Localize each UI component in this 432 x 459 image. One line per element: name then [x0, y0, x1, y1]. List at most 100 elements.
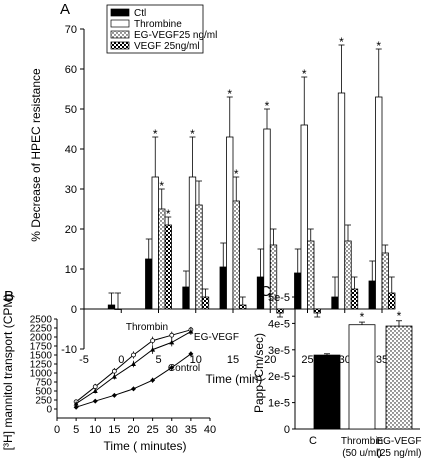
panel-a-x-tick-label: 20 — [264, 354, 276, 366]
panel-c-y-tick-label: 2e-5 — [268, 371, 290, 383]
panel-c-y-tick-label: 3e-5 — [268, 345, 290, 357]
panel-a-significance-star: * — [339, 35, 344, 49]
panel-a-bar — [313, 308, 321, 314]
panel-a-y-tick-label: 40 — [65, 144, 77, 156]
panel-a-bar — [263, 128, 271, 310]
panel-b-x-tick-label: 5 — [73, 424, 79, 436]
panel-a-bar — [381, 252, 389, 310]
panel-b-series-label: EG-VEGF — [194, 332, 239, 343]
panel-a-y-tick-label: 0 — [71, 304, 77, 316]
panel-b-x-tick-label: 35 — [185, 424, 197, 436]
panel-b-point — [131, 361, 136, 366]
panel-b-x-tick-label: 0 — [54, 424, 60, 436]
panel-a-significance-star: * — [190, 127, 195, 141]
panel-a-significance-star: * — [302, 67, 307, 81]
panel-b-point — [92, 384, 98, 390]
panel-c-bar — [348, 324, 376, 430]
panel-a-significance-star: * — [159, 179, 164, 193]
panel-a-bar — [151, 176, 159, 310]
panel-a-bar — [368, 280, 376, 310]
panel-b-x-tick-label: 15 — [108, 424, 120, 436]
panel-a-x-tick-label: -5 — [79, 354, 89, 366]
panel-a-legend-swatch — [110, 41, 130, 50]
panel-a-significance-star: * — [227, 87, 232, 101]
panel-a-y-axis-label: % Decrease of HPEC resistance — [29, 68, 43, 242]
panel-b-x-tick-label: 10 — [89, 424, 101, 436]
panel-a-x-tick-label: 15 — [227, 354, 239, 366]
panel-c-category-sublabel: (25 ng/ml) — [376, 448, 421, 459]
panel-c-y-axis-label: Papp (Cm/sec) — [252, 333, 266, 413]
panel-a-bar — [276, 308, 284, 314]
panel-a-bar — [388, 292, 396, 310]
panel-a-y-tick-label: 20 — [65, 224, 77, 236]
panel-b-y-tick-label: 250 — [35, 396, 52, 407]
panel-a-x-tick-label: 0 — [118, 354, 124, 366]
panel-b-point — [92, 398, 98, 404]
panel-b-series-label: Thrombin — [126, 322, 168, 333]
panel-c-y-tick-label: 4e-5 — [268, 318, 290, 330]
panel-b-point — [188, 351, 194, 357]
panel-b-point — [73, 401, 79, 406]
panel-a-bar — [300, 124, 308, 310]
panel-c-bar — [385, 325, 413, 430]
panel-c-y-tick-label: 5e-5 — [268, 292, 290, 304]
panel-a-bar — [158, 208, 166, 310]
panel-b-y-tick-label: 750 — [35, 378, 52, 389]
panel-a-y-tick-label: -10 — [61, 344, 77, 356]
panel-a-x-tick-label: 30 — [339, 354, 351, 366]
panel-c-y-tick-label: 1e-5 — [268, 398, 290, 410]
panel-b-y-tick-label: 1500 — [30, 351, 53, 362]
panel-a-bar — [188, 176, 197, 310]
panel-b-letter: B — [4, 288, 14, 305]
panel-b-x-axis-label: Time ( minutes) — [104, 439, 187, 453]
panel-a-axes: -10 0 10 20 30 40 50 60 70 -5 0 5 10 15 20 25 30 35 — [61, 24, 388, 366]
panel-b-point — [169, 365, 175, 371]
panel-a-y-tick-label: 30 — [65, 184, 77, 196]
panel-b-point — [92, 388, 98, 393]
panel-a-bar — [182, 286, 190, 310]
panel-a-x-tick-label: 5 — [155, 354, 161, 366]
panel-b-point — [150, 338, 156, 344]
panel-c-category-label: EG-VEGF — [376, 436, 421, 447]
panel-c-bar — [313, 354, 341, 430]
panel-a-bars: ********* * — [107, 35, 396, 318]
panel-b-series-label: Control — [168, 363, 200, 374]
panel-b-x-tick-label: 25 — [147, 424, 159, 436]
panel-b-point — [73, 404, 79, 410]
panel-b-y-tick-label: 2250 — [30, 324, 53, 335]
panel-a-bar — [307, 240, 315, 310]
panel-b-y-tick-label: 0 — [46, 405, 52, 416]
panel-b-y-tick-label: 1750 — [30, 342, 53, 353]
panel-b-x-tick-label: 20 — [127, 424, 139, 436]
panel-a-legend-label: Thrombine — [134, 19, 182, 30]
panel-a-bar — [232, 200, 240, 310]
panel-a-bar — [107, 304, 116, 310]
panel-a-bar — [114, 308, 122, 310]
panel-a-legend-swatch — [110, 8, 130, 17]
panel-a-legend-label: VEGF 25ng/ml — [134, 41, 200, 52]
panel-a-bar — [145, 258, 153, 310]
panel-c-y-tick-label: 0 — [284, 424, 290, 436]
panel-b-y-axis-label: [³H] mannitol transport (CPM) — [1, 294, 15, 451]
panel-b-x-tick-label: 40 — [204, 424, 216, 436]
panel-a-letter: A — [60, 1, 70, 18]
panel-a-bar — [195, 204, 203, 310]
panel-b-point — [188, 329, 194, 334]
panel-a-bar — [219, 266, 227, 310]
panel-b-point — [131, 386, 136, 392]
panel-a-bar — [344, 240, 352, 310]
panel-b-point — [150, 377, 156, 383]
panel-a-y-tick-label: 70 — [65, 24, 77, 36]
panel-a-x-tick-label: 10 — [190, 354, 202, 366]
panel-a-significance-star: * — [376, 39, 381, 53]
panel-a-bar — [239, 304, 247, 310]
panel-a-significance-star: * — [153, 127, 158, 141]
panel-a-bar — [201, 296, 210, 310]
panel-a-bar — [164, 224, 172, 310]
panel-c-significance-star: * — [397, 309, 402, 323]
panel-b-point — [111, 368, 117, 374]
panel-a-x-tick-label: 25 — [301, 354, 313, 366]
